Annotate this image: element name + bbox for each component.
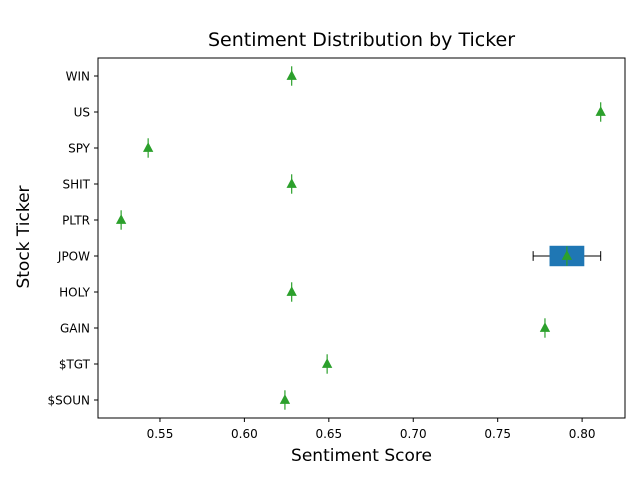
axis-ticks: 0.55 0.60 0.65 0.70 0.75 0.80 $SOUN $TGT GAIN HOL…: [48, 70, 596, 442]
mean-marker: [595, 106, 606, 116]
y-tick-label: SHIT: [62, 178, 90, 192]
box-spy: [142, 138, 154, 158]
mean-marker: [539, 322, 551, 332]
mean-marker: [115, 214, 127, 224]
y-tick-label: $TGT: [59, 358, 91, 372]
mean-marker: [279, 394, 291, 404]
mean-marker: [286, 286, 297, 296]
y-tick-label: WIN: [66, 70, 90, 84]
chart-title: Sentiment Distribution by Ticker: [208, 29, 515, 51]
box-shit: [286, 174, 297, 194]
mean-marker: [286, 178, 297, 188]
y-tick-label: SPY: [68, 142, 91, 156]
box-holy: [286, 282, 297, 302]
y-tick-label: JPOW: [57, 250, 90, 264]
plot-marks: [115, 66, 606, 410]
box-jpow: [532, 245, 602, 267]
box-gain: [539, 318, 551, 338]
box-pltr: [115, 210, 127, 230]
box-tgt: [321, 354, 333, 374]
y-tick-label: GAIN: [60, 322, 90, 336]
x-tick-label: 0.55: [147, 427, 174, 441]
x-tick-label: 0.80: [569, 427, 596, 441]
y-tick-label: US: [74, 106, 90, 120]
box-soun: [279, 390, 291, 410]
x-tick-label: 0.60: [231, 427, 258, 441]
y-tick-label: $SOUN: [48, 394, 90, 408]
mean-marker: [142, 142, 154, 152]
y-tick-label: HOLY: [59, 286, 91, 300]
mean-marker: [286, 70, 297, 80]
x-tick-label: 0.70: [400, 427, 427, 441]
mean-marker: [321, 358, 333, 368]
y-axis-label: Stock Ticker: [14, 185, 34, 288]
plot-area-frame: [97, 57, 626, 419]
x-tick-label: 0.65: [315, 427, 342, 441]
box-us: [595, 102, 606, 122]
box-win: [286, 66, 297, 86]
mean-marker: [561, 250, 573, 260]
y-tick-label: PLTR: [62, 214, 90, 228]
x-tick-label: 0.75: [484, 427, 511, 441]
x-axis-label: Sentiment Score: [291, 446, 432, 466]
